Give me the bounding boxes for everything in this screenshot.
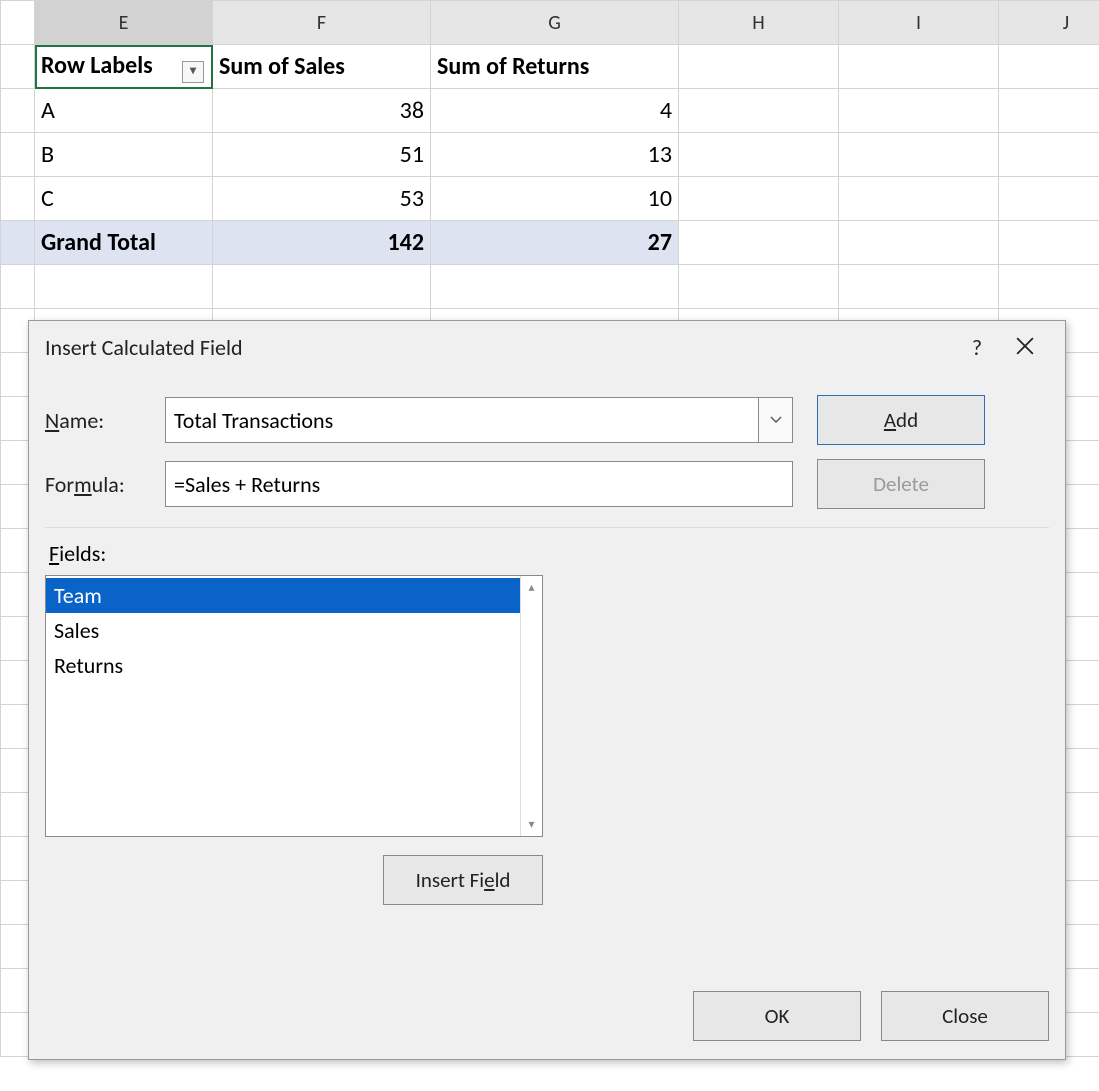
formula-input[interactable]: [165, 461, 793, 507]
cell[interactable]: [999, 45, 1099, 89]
row-header[interactable]: [1, 89, 35, 133]
cell[interactable]: [999, 265, 1099, 309]
cell[interactable]: [839, 177, 999, 221]
row-header[interactable]: [1, 177, 35, 221]
cell[interactable]: [839, 45, 999, 89]
cell[interactable]: [679, 265, 839, 309]
row-header[interactable]: [1, 133, 35, 177]
filter-dropdown-icon[interactable]: ▾: [182, 61, 204, 83]
close-icon[interactable]: [1001, 334, 1049, 361]
add-button[interactable]: Add: [817, 395, 985, 445]
pivot-grand-total-sales[interactable]: 142: [213, 221, 431, 265]
corner-cell: [1, 1, 35, 45]
field-item-sales[interactable]: Sales: [46, 613, 520, 648]
pivot-grand-total-label[interactable]: Grand Total: [35, 221, 213, 265]
pivot-sales-header[interactable]: Sum of Sales: [213, 45, 431, 89]
fields-listbox[interactable]: TeamSalesReturns ▴ ▾: [45, 575, 543, 837]
help-button[interactable]: ?: [953, 334, 1001, 361]
row-header[interactable]: [1, 45, 35, 89]
pivot-row-label[interactable]: C: [35, 177, 213, 221]
column-header-row: EFGHIJ: [1, 1, 1099, 45]
close-button[interactable]: Close: [881, 991, 1049, 1041]
ok-button[interactable]: OK: [693, 991, 861, 1041]
column-header-E[interactable]: E: [35, 1, 213, 45]
pivot-sales-value[interactable]: 38: [213, 89, 431, 133]
cell[interactable]: [999, 177, 1099, 221]
dialog-title: Insert Calculated Field: [45, 334, 243, 361]
cell[interactable]: [839, 133, 999, 177]
pivot-row-label[interactable]: A: [35, 89, 213, 133]
pivot-returns-value[interactable]: 4: [431, 89, 679, 133]
listbox-scrollbar[interactable]: ▴ ▾: [520, 576, 542, 836]
pivot-row-labels-header[interactable]: Row Labels ▾: [35, 45, 213, 89]
cell[interactable]: [839, 265, 999, 309]
column-header-G[interactable]: G: [431, 1, 679, 45]
pivot-sales-value[interactable]: 53: [213, 177, 431, 221]
dialog-titlebar: Insert Calculated Field ?: [29, 321, 1065, 373]
cell[interactable]: [679, 177, 839, 221]
cell[interactable]: [999, 221, 1099, 265]
cell[interactable]: [679, 89, 839, 133]
cell[interactable]: [839, 221, 999, 265]
cell[interactable]: [839, 89, 999, 133]
row-header[interactable]: [1, 221, 35, 265]
pivot-returns-header[interactable]: Sum of Returns: [431, 45, 679, 89]
cell[interactable]: [431, 265, 679, 309]
row-header[interactable]: [1, 265, 35, 309]
pivot-returns-value[interactable]: 10: [431, 177, 679, 221]
name-input[interactable]: [165, 397, 759, 443]
scroll-up-icon[interactable]: ▴: [528, 580, 534, 595]
pivot-sales-value[interactable]: 51: [213, 133, 431, 177]
scroll-down-icon[interactable]: ▾: [528, 817, 534, 832]
name-label: Name:: [45, 407, 165, 434]
field-item-returns[interactable]: Returns: [46, 648, 520, 683]
delete-button[interactable]: Delete: [817, 459, 985, 509]
column-header-J[interactable]: J: [999, 1, 1099, 45]
name-dropdown-button[interactable]: [759, 397, 793, 443]
cell[interactable]: [35, 265, 213, 309]
cell[interactable]: [999, 89, 1099, 133]
cell[interactable]: [679, 133, 839, 177]
divider: [45, 527, 1049, 528]
row-labels-text: Row Labels: [41, 51, 153, 80]
insert-calculated-field-dialog: Insert Calculated Field ? Name: Add: [28, 320, 1066, 1060]
insert-field-button[interactable]: Insert Field: [383, 855, 543, 905]
cell[interactable]: [213, 265, 431, 309]
cell[interactable]: [999, 133, 1099, 177]
pivot-returns-value[interactable]: 13: [431, 133, 679, 177]
column-header-F[interactable]: F: [213, 1, 431, 45]
cell[interactable]: [679, 45, 839, 89]
column-header-H[interactable]: H: [679, 1, 839, 45]
column-header-I[interactable]: I: [839, 1, 999, 45]
pivot-grand-total-returns[interactable]: 27: [431, 221, 679, 265]
cell[interactable]: [679, 221, 839, 265]
fields-label: Fields:: [49, 540, 1045, 567]
pivot-row-label[interactable]: B: [35, 133, 213, 177]
formula-label: Formula:: [45, 471, 165, 498]
field-item-team[interactable]: Team: [46, 578, 520, 613]
